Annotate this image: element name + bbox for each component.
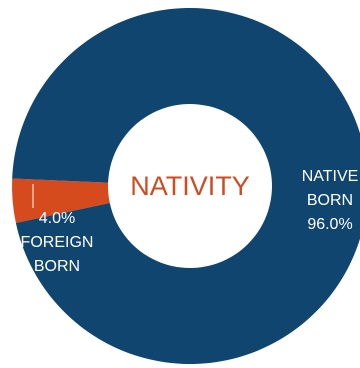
label-line: FOREIGN — [21, 234, 94, 251]
label-line: BORN — [307, 192, 353, 209]
label-line: 4.0% — [39, 210, 75, 227]
slice-foreign-born — [11, 178, 110, 224]
label-foreign-born: 4.0% FOREIGN BORN — [21, 210, 94, 275]
slice-native-born — [12, 8, 360, 364]
label-line: BORN — [34, 258, 80, 275]
label-line: 96.0% — [307, 216, 352, 233]
slice-labels: NATIVE BORN 96.0% 4.0% FOREIGN BORN — [21, 168, 359, 275]
label-native-born: NATIVE BORN 96.0% — [302, 168, 359, 233]
donut-slices — [11, 8, 360, 364]
label-line: NATIVE — [302, 168, 359, 185]
center-label: NATIVITY — [130, 171, 250, 201]
